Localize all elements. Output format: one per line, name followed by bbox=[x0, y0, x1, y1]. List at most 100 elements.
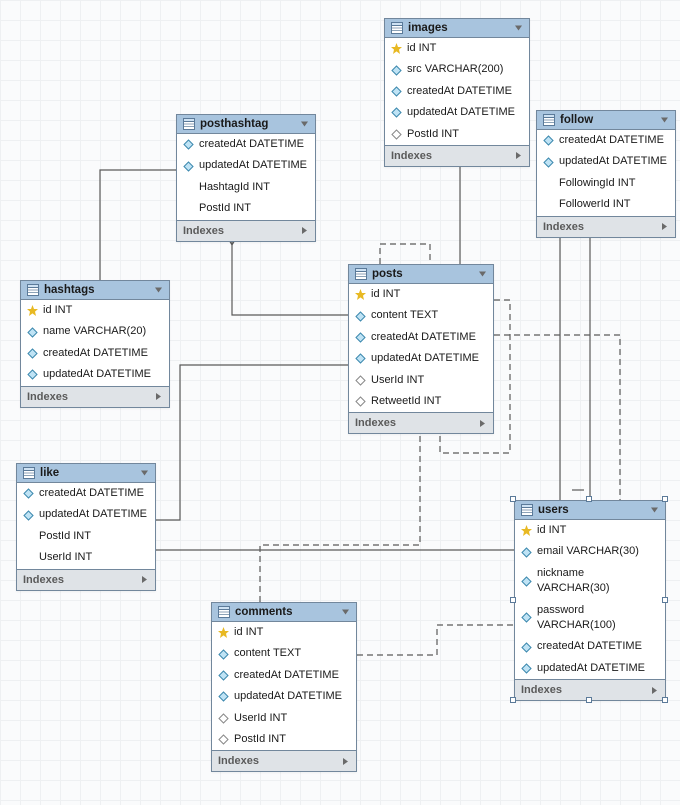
column-row[interactable]: PostId INT bbox=[212, 729, 356, 750]
table-like[interactable]: like createdAt DATETIME updatedAt DATETI… bbox=[16, 463, 156, 591]
indexes-bar[interactable]: Indexes bbox=[515, 679, 665, 700]
column-row[interactable]: id INT bbox=[385, 38, 529, 59]
column-label: createdAt DATETIME bbox=[559, 133, 664, 148]
column-row[interactable]: createdAt DATETIME bbox=[349, 327, 493, 348]
expand-arrow-icon[interactable] bbox=[478, 419, 487, 428]
column-row[interactable]: updatedAt DATETIME bbox=[212, 686, 356, 707]
column-label: updatedAt DATETIME bbox=[39, 507, 147, 522]
indexes-bar[interactable]: Indexes bbox=[212, 750, 356, 771]
column-row[interactable]: HashtagId INT bbox=[177, 177, 315, 198]
column-row[interactable]: content TEXT bbox=[349, 305, 493, 326]
column-row[interactable]: FollowerId INT bbox=[537, 194, 675, 215]
collapse-arrow-icon[interactable] bbox=[514, 24, 523, 33]
table-header[interactable]: posts bbox=[349, 265, 493, 284]
column-row[interactable]: createdAt DATETIME bbox=[537, 130, 675, 151]
column-row[interactable]: updatedAt DATETIME bbox=[537, 151, 675, 172]
table-icon bbox=[391, 22, 403, 34]
table-posts[interactable]: posts id INT content TEXT createdAt DATE… bbox=[348, 264, 494, 434]
primary-key-icon bbox=[521, 525, 532, 536]
column-row[interactable]: email VARCHAR(30) bbox=[515, 541, 665, 562]
table-header[interactable]: posthashtag bbox=[177, 115, 315, 134]
table-follow[interactable]: follow createdAt DATETIME updatedAt DATE… bbox=[536, 110, 676, 238]
column-row[interactable]: updatedAt DATETIME bbox=[17, 504, 155, 525]
table-header[interactable]: users bbox=[515, 501, 665, 520]
column-row[interactable]: createdAt DATETIME bbox=[177, 134, 315, 155]
attribute-icon bbox=[355, 311, 366, 322]
expand-arrow-icon[interactable] bbox=[154, 392, 163, 401]
attribute-icon bbox=[543, 135, 554, 146]
column-row[interactable]: PostId INT bbox=[177, 198, 315, 219]
column-row[interactable]: id INT bbox=[21, 300, 169, 321]
column-label: PostId INT bbox=[199, 201, 251, 216]
collapse-arrow-icon[interactable] bbox=[300, 120, 309, 129]
table-header[interactable]: follow bbox=[537, 111, 675, 130]
expand-arrow-icon[interactable] bbox=[140, 575, 149, 584]
column-row[interactable]: createdAt DATETIME bbox=[515, 636, 665, 657]
column-row[interactable]: PostId INT bbox=[17, 526, 155, 547]
attribute-icon bbox=[521, 547, 532, 558]
column-row[interactable]: src VARCHAR(200) bbox=[385, 59, 529, 80]
column-label: id INT bbox=[234, 625, 263, 640]
table-header[interactable]: images bbox=[385, 19, 529, 38]
column-row[interactable]: createdAt DATETIME bbox=[17, 483, 155, 504]
column-label: updatedAt DATETIME bbox=[407, 105, 515, 120]
column-row[interactable]: createdAt DATETIME bbox=[21, 343, 169, 364]
indexes-bar[interactable]: Indexes bbox=[385, 145, 529, 166]
collapse-arrow-icon[interactable] bbox=[154, 286, 163, 295]
column-row[interactable]: id INT bbox=[515, 520, 665, 541]
collapse-arrow-icon[interactable] bbox=[140, 469, 149, 478]
column-row[interactable]: updatedAt DATETIME bbox=[21, 364, 169, 385]
table-title: hashtags bbox=[44, 284, 95, 296]
column-row[interactable]: UserId INT bbox=[349, 370, 493, 391]
column-row[interactable]: updatedAt DATETIME bbox=[177, 155, 315, 176]
table-posthashtag[interactable]: posthashtag createdAt DATETIME updatedAt… bbox=[176, 114, 316, 242]
column-row[interactable]: content TEXT bbox=[212, 643, 356, 664]
table-hashtags[interactable]: hashtags id INT name VARCHAR(20) created… bbox=[20, 280, 170, 408]
indexes-bar[interactable]: Indexes bbox=[21, 386, 169, 407]
column-row[interactable]: PostId INT bbox=[385, 124, 529, 145]
collapse-arrow-icon[interactable] bbox=[660, 116, 669, 125]
attribute-icon bbox=[521, 663, 532, 674]
column-row[interactable]: createdAt DATETIME bbox=[212, 665, 356, 686]
column-row[interactable]: id INT bbox=[212, 622, 356, 643]
column-label: src VARCHAR(200) bbox=[407, 62, 503, 77]
column-label: content TEXT bbox=[371, 308, 438, 323]
table-users[interactable]: users id INT email VARCHAR(30) nickname … bbox=[514, 500, 666, 701]
column-label: createdAt DATETIME bbox=[43, 346, 148, 361]
column-row[interactable]: createdAt DATETIME bbox=[385, 81, 529, 102]
indexes-bar[interactable]: Indexes bbox=[177, 220, 315, 241]
collapse-arrow-icon[interactable] bbox=[478, 270, 487, 279]
column-row[interactable]: password VARCHAR(100) bbox=[515, 600, 665, 637]
expand-arrow-icon[interactable] bbox=[650, 686, 659, 695]
table-comments[interactable]: comments id INT content TEXT createdAt D… bbox=[211, 602, 357, 772]
expand-arrow-icon[interactable] bbox=[341, 757, 350, 766]
column-row[interactable]: UserId INT bbox=[212, 708, 356, 729]
table-header[interactable]: comments bbox=[212, 603, 356, 622]
column-row[interactable]: updatedAt DATETIME bbox=[385, 102, 529, 123]
column-row[interactable]: UserId INT bbox=[17, 547, 155, 568]
column-row[interactable]: nickname VARCHAR(30) bbox=[515, 563, 665, 600]
column-label: updatedAt DATETIME bbox=[234, 689, 342, 704]
indexes-bar[interactable]: Indexes bbox=[17, 569, 155, 590]
table-images[interactable]: images id INT src VARCHAR(200) createdAt… bbox=[384, 18, 530, 167]
indexes-bar[interactable]: Indexes bbox=[537, 216, 675, 237]
column-row[interactable]: name VARCHAR(20) bbox=[21, 321, 169, 342]
column-row[interactable]: id INT bbox=[349, 284, 493, 305]
table-header[interactable]: like bbox=[17, 464, 155, 483]
attribute-icon bbox=[543, 157, 554, 168]
column-row[interactable]: FollowingId INT bbox=[537, 173, 675, 194]
column-list: id INT name VARCHAR(20) createdAt DATETI… bbox=[21, 300, 169, 386]
expand-arrow-icon[interactable] bbox=[660, 222, 669, 231]
column-label: UserId INT bbox=[39, 550, 92, 565]
collapse-arrow-icon[interactable] bbox=[650, 506, 659, 515]
column-row[interactable]: RetweetId INT bbox=[349, 391, 493, 412]
indexes-bar[interactable]: Indexes bbox=[349, 412, 493, 433]
table-header[interactable]: hashtags bbox=[21, 281, 169, 300]
expand-arrow-icon[interactable] bbox=[514, 151, 523, 160]
table-icon bbox=[183, 118, 195, 130]
column-row[interactable]: updatedAt DATETIME bbox=[515, 658, 665, 679]
expand-arrow-icon[interactable] bbox=[300, 226, 309, 235]
collapse-arrow-icon[interactable] bbox=[341, 608, 350, 617]
column-list: id INT content TEXT createdAt DATETIME u… bbox=[349, 284, 493, 412]
column-row[interactable]: updatedAt DATETIME bbox=[349, 348, 493, 369]
